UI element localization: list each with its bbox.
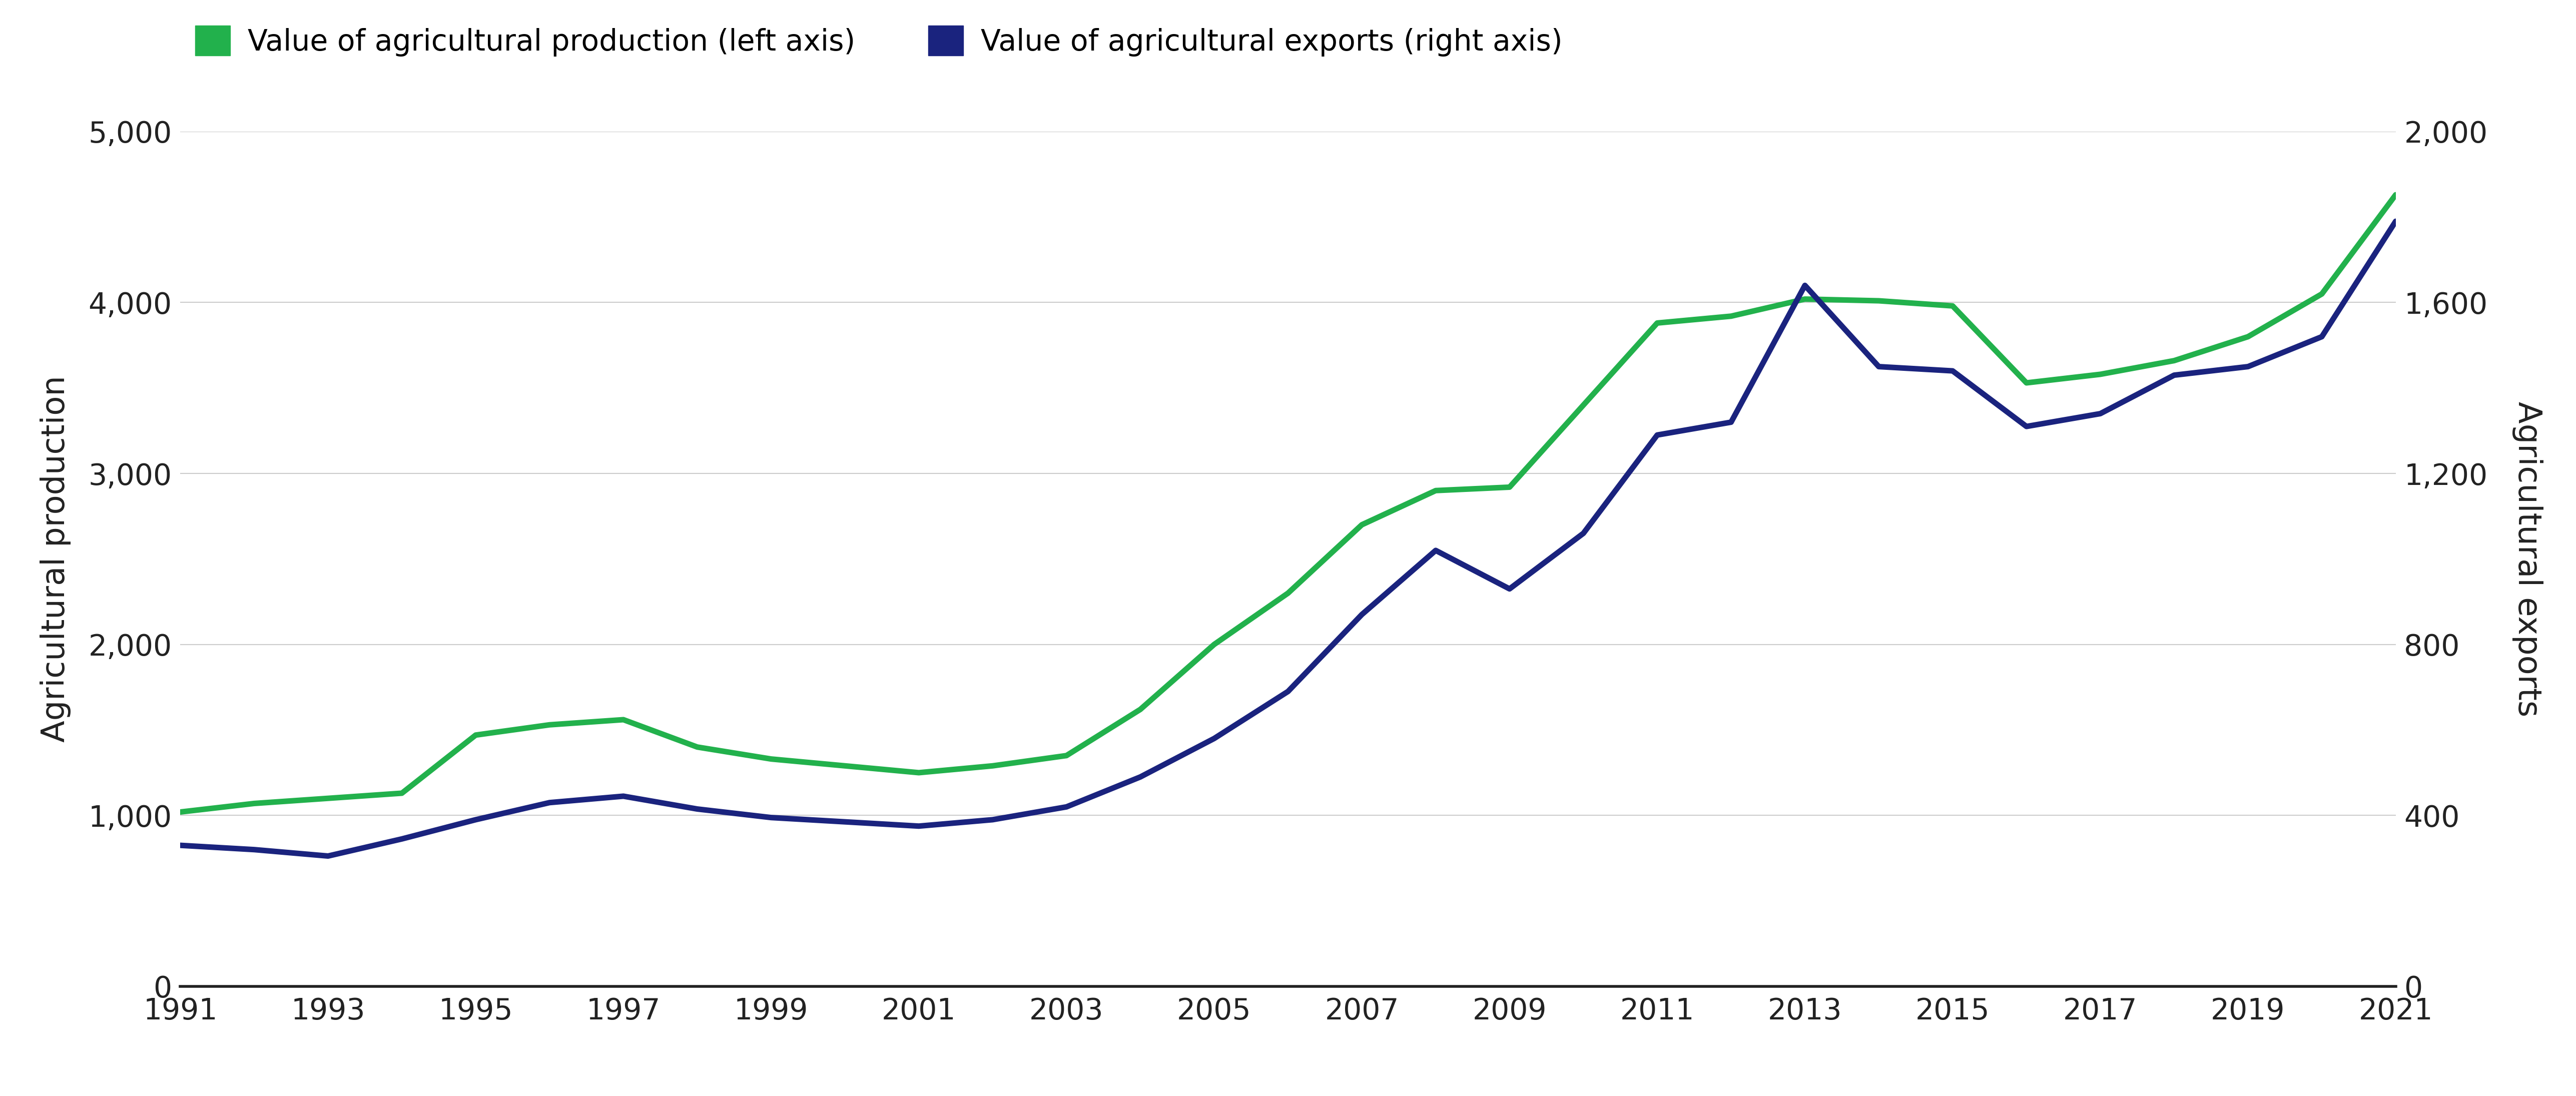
Legend: Value of agricultural production (left axis), Value of agricultural exports (rig: Value of agricultural production (left a… xyxy=(196,25,1561,56)
Y-axis label: Agricultural exports: Agricultural exports xyxy=(2512,401,2543,717)
Y-axis label: Agricultural production: Agricultural production xyxy=(39,376,72,742)
